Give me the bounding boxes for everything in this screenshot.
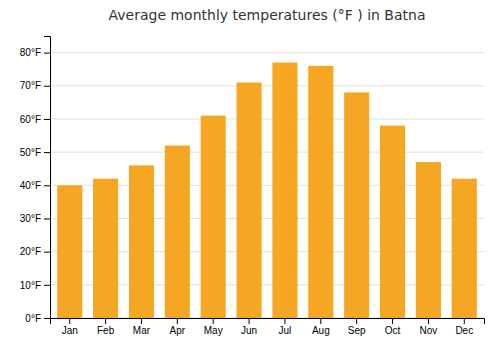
y-axis: 0°F 10°F 20°F 30°F 40°F 50°F 60°F 70°F 80°F [20,37,51,324]
tick: 30°F [20,213,50,224]
grid [50,53,484,318]
tick-mark [284,318,285,324]
bar [452,179,477,318]
tick-label: Oct [385,325,401,336]
tick-mark [105,318,106,324]
tick: Nov [420,318,438,336]
tick-mark [177,318,178,324]
tick: 40°F [20,180,50,191]
bar [201,116,226,318]
bar [272,63,297,318]
x-axis: Jan Feb Mar Apr May Jun Jul Aug Sep Oct Nov Dec [51,318,485,336]
tick-mark [44,53,50,54]
tick: 50°F [20,147,50,158]
tick-label: Jan [62,325,78,336]
tick-label: Feb [97,325,115,336]
title: Average monthly temperatures (°F ) in Ba… [109,7,426,23]
tick-mark [213,318,214,324]
tick-mark [141,318,142,324]
tick: Aug [312,318,330,336]
tick-label: Mar [133,325,151,336]
axis-line [51,319,485,325]
grid-line [50,152,484,153]
tick-mark [249,318,250,324]
tick-mark [44,86,50,87]
tick-label: May [204,325,223,336]
tick: Mar [133,318,151,336]
tick-label: 60°F [20,114,41,125]
tick-mark [44,119,50,120]
bar [57,185,82,318]
bar [93,179,118,318]
tick: 80°F [20,47,50,58]
tick-label: 50°F [20,147,41,158]
tick: Sep [348,318,366,336]
axis-line [44,37,51,319]
tick-label: 10°F [20,280,41,291]
tick: Dec [455,318,473,336]
tick-mark [392,318,393,324]
tick-mark [320,318,321,324]
tick-mark [44,185,50,186]
plot: 0°F 10°F 20°F 30°F 40°F 50°F 60°F 70°F 80°F Jan Fe… [20,37,485,337]
tick-mark [44,285,50,286]
grid-line [50,52,484,53]
tick: Feb [97,318,115,336]
bar [416,162,441,318]
tick: Jan [62,318,78,336]
tick-mark [44,218,50,219]
tick: 20°F [20,246,50,257]
tick-label: 0°F [25,313,41,324]
tick-label: Aug [312,325,330,336]
grid-line [50,118,484,119]
tick-mark [44,252,50,253]
tick-mark [44,152,50,153]
tick: Jun [241,318,257,336]
bar [165,145,190,318]
tick: 0°F [25,313,50,324]
bar [344,92,369,318]
tick-label: Jun [241,325,257,336]
chart: 0°F 10°F 20°F 30°F 40°F 50°F 60°F 70°F 80°F Jan Fe… [0,0,500,350]
tick: May [204,318,223,336]
tick-label: 80°F [20,47,41,58]
tick-label: 20°F [20,246,41,257]
bar [380,126,405,318]
bar [237,82,262,318]
tick-label: 40°F [20,180,41,191]
bar [129,165,154,318]
bar [308,66,333,318]
tick-label: Jul [279,325,292,336]
tick-label: Sep [348,325,366,336]
tick: Apr [170,318,186,336]
tick-mark [44,318,50,319]
tick-label: 70°F [20,80,41,91]
tick-label: Nov [420,325,438,336]
tick: 10°F [20,280,50,291]
tick: Oct [385,318,401,336]
tick-mark [356,318,357,324]
bars [57,63,477,318]
tick-mark [69,318,70,324]
tick-mark [428,318,429,324]
tick: Jul [279,318,292,336]
tick-label: Apr [170,325,186,336]
tick: 60°F [20,114,50,125]
tick-label: 30°F [20,213,41,224]
grid-line [50,85,484,86]
tick-label: Dec [455,325,473,336]
tick: 70°F [20,80,50,91]
tick-mark [464,318,465,324]
